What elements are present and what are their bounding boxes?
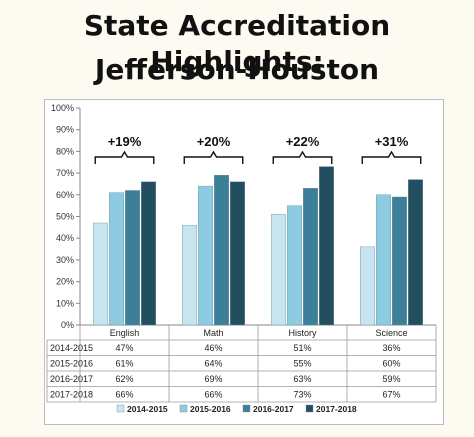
table-cell: 64% <box>204 359 222 369</box>
legend-swatch <box>305 404 314 413</box>
table-row-label: 2015-2016 <box>50 359 93 369</box>
annotation-science: +31% <box>375 134 409 149</box>
table-cell: 46% <box>204 343 222 353</box>
table-cell: 66% <box>115 390 133 400</box>
page-title: State Accreditation Highlights: <box>83 9 391 78</box>
y-tick-label: 10% <box>56 298 74 308</box>
page-subtitle: Jefferson-Houston <box>94 53 380 86</box>
bar-history-2016-2017 <box>303 188 318 326</box>
y-tick-label: 50% <box>56 212 74 222</box>
legend-swatch <box>179 404 188 413</box>
table-row-label: 2016-2017 <box>50 374 93 384</box>
annotation-math: +20% <box>197 134 231 149</box>
table-cell: 67% <box>382 390 400 400</box>
table-cell: 55% <box>293 359 311 369</box>
bar-science-2015-2016 <box>376 194 391 326</box>
table-cell: 62% <box>115 374 133 384</box>
y-tick-label: 40% <box>56 233 74 243</box>
bracket-english <box>94 150 155 164</box>
legend-swatch <box>116 404 125 413</box>
table-cell: 66% <box>204 390 222 400</box>
bar-english-2017-2018 <box>141 181 156 326</box>
bar-math-2016-2017 <box>214 175 229 326</box>
table-row-label: 2017-2018 <box>50 390 93 400</box>
x-tick-label: Science <box>375 328 407 338</box>
table-cell: 63% <box>293 374 311 384</box>
table-cell: 61% <box>115 359 133 369</box>
annotation-history: +22% <box>286 134 320 149</box>
bar-history-2015-2016 <box>287 205 302 326</box>
bar-history-2017-2018 <box>319 166 334 326</box>
legend-label: 2014-2015 <box>127 404 168 414</box>
table-cell: 36% <box>382 343 400 353</box>
table-cell: 47% <box>115 343 133 353</box>
y-tick-label: 30% <box>56 255 74 265</box>
bracket-history <box>272 150 333 164</box>
legend-label: 2017-2018 <box>316 404 357 414</box>
table-row-label: 2014-2015 <box>50 343 93 353</box>
table-cell: 59% <box>382 374 400 384</box>
table-cell: 60% <box>382 359 400 369</box>
y-tick-label: 60% <box>56 190 74 200</box>
table-cell: 73% <box>293 390 311 400</box>
legend-swatch <box>242 404 251 413</box>
annotation-english: +19% <box>108 134 142 149</box>
bar-english-2015-2016 <box>109 192 124 326</box>
x-tick-label: English <box>110 328 140 338</box>
bracket-math <box>183 150 244 164</box>
y-tick-label: 20% <box>56 277 74 287</box>
bar-science-2017-2018 <box>408 179 423 326</box>
legend-label: 2015-2016 <box>190 404 231 414</box>
y-tick-label: 80% <box>56 146 74 156</box>
table-cell: 69% <box>204 374 222 384</box>
bar-science-2014-2015 <box>360 246 375 326</box>
x-tick-label: History <box>288 328 317 338</box>
y-tick-label: 70% <box>56 168 74 178</box>
bracket-science <box>361 150 422 164</box>
legend-label: 2016-2017 <box>253 404 294 414</box>
y-tick-label: 90% <box>56 125 74 135</box>
table-cell: 51% <box>293 343 311 353</box>
bar-math-2015-2016 <box>198 185 213 326</box>
bar-math-2017-2018 <box>230 181 245 326</box>
x-tick-label: Math <box>203 328 223 338</box>
bar-math-2014-2015 <box>182 224 197 326</box>
bar-science-2016-2017 <box>392 196 407 326</box>
y-tick-label: 0% <box>61 320 74 330</box>
y-tick-label: 100% <box>51 103 74 113</box>
bar-history-2014-2015 <box>271 214 286 326</box>
bar-english-2016-2017 <box>125 190 140 326</box>
bar-english-2014-2015 <box>93 222 108 326</box>
